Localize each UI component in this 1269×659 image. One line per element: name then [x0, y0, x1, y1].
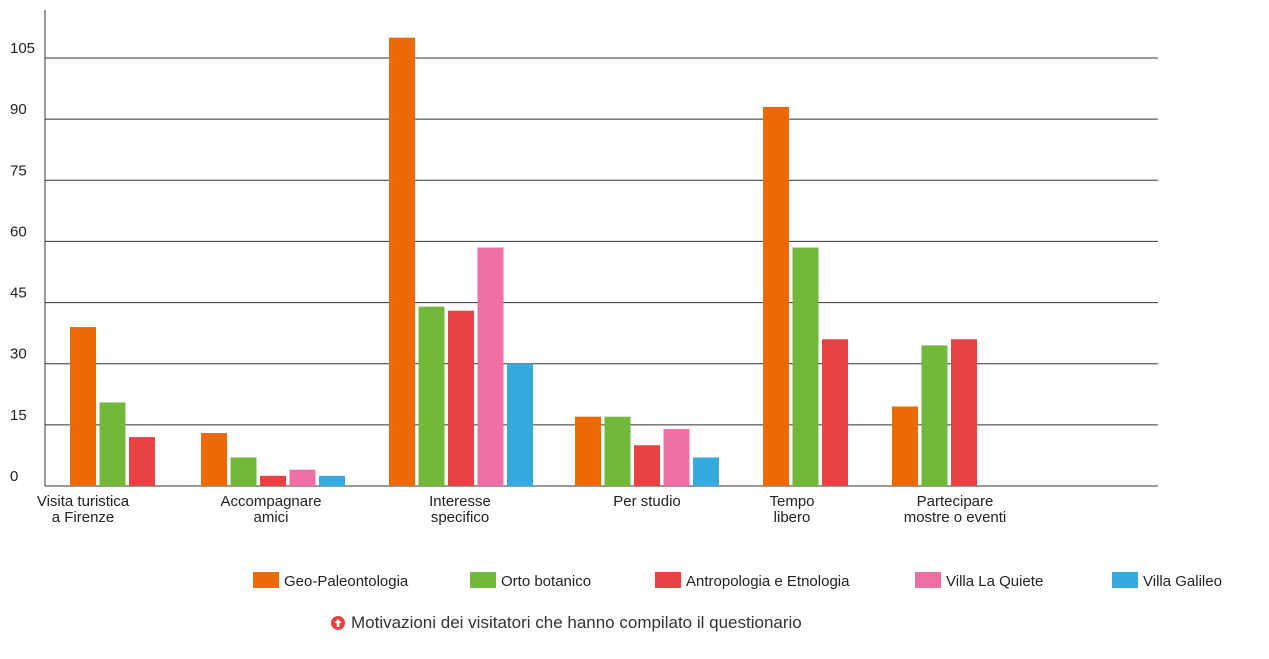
bar — [389, 37, 415, 486]
y-tick-label: 15 — [10, 407, 27, 424]
bar — [448, 310, 474, 486]
legend-swatch — [1112, 572, 1138, 588]
y-tick-label: 30 — [10, 346, 27, 363]
bar — [319, 475, 345, 486]
legend-label: Villa La Quiete — [946, 573, 1043, 590]
bar — [693, 457, 719, 486]
x-tick-label: a Firenze — [52, 509, 115, 526]
bar — [951, 339, 977, 486]
bar — [418, 306, 445, 486]
legend-swatch — [253, 572, 279, 588]
bar — [70, 327, 96, 486]
x-tick-label: Partecipare — [917, 493, 994, 510]
bar — [921, 345, 948, 486]
y-tick-label: 60 — [10, 223, 27, 240]
figure-caption: Motivazioni dei visitatori che hanno com… — [331, 613, 802, 633]
x-tick-label: specifico — [431, 509, 489, 526]
bar — [663, 428, 690, 486]
y-tick-label: 0 — [10, 468, 18, 485]
bar — [575, 416, 601, 486]
bar — [289, 469, 316, 486]
y-tick-label: 105 — [10, 40, 35, 57]
bar — [892, 406, 918, 486]
legend-item: Orto botanico — [470, 572, 591, 590]
bar — [792, 247, 819, 486]
legend-swatch — [655, 572, 681, 588]
legend-label: Geo-Paleontologia — [284, 573, 409, 590]
bar — [230, 457, 257, 486]
bar — [822, 339, 848, 486]
legend-item: Villa La Quiete — [915, 572, 1043, 590]
legend-swatch — [915, 572, 941, 588]
bar — [507, 363, 533, 486]
x-tick-label: Per studio — [613, 493, 681, 510]
legend-item: Geo-Paleontologia — [253, 572, 409, 590]
bar — [99, 402, 126, 486]
x-tick-label: amici — [253, 509, 288, 526]
legend-label: Orto botanico — [501, 573, 591, 590]
bar — [477, 247, 504, 486]
bar — [201, 433, 227, 486]
legend-swatch — [470, 572, 496, 588]
x-tick-label: mostre o eventi — [904, 509, 1007, 526]
legend-label: Villa Galileo — [1143, 573, 1222, 590]
x-tick-label: Accompagnare — [221, 493, 322, 510]
bar — [604, 416, 631, 486]
arrow-up-circle-icon — [331, 616, 345, 630]
y-tick-label: 90 — [10, 101, 27, 118]
legend-item: Antropologia e Etnologia — [655, 572, 850, 590]
y-tick-label: 75 — [10, 162, 27, 179]
bar — [763, 106, 789, 487]
x-tick-label: Interesse — [429, 493, 491, 510]
y-tick-label: 45 — [10, 285, 27, 302]
bar — [634, 445, 660, 486]
legend-item: Villa Galileo — [1112, 572, 1222, 590]
x-tick-label: Visita turistica — [37, 493, 130, 510]
bar — [260, 475, 286, 486]
x-tick-label: Tempo — [769, 493, 814, 510]
caption-text: Motivazioni dei visitatori che hanno com… — [351, 613, 802, 632]
bar — [129, 437, 155, 486]
x-tick-label: libero — [774, 509, 811, 526]
legend-label: Antropologia e Etnologia — [686, 573, 850, 590]
